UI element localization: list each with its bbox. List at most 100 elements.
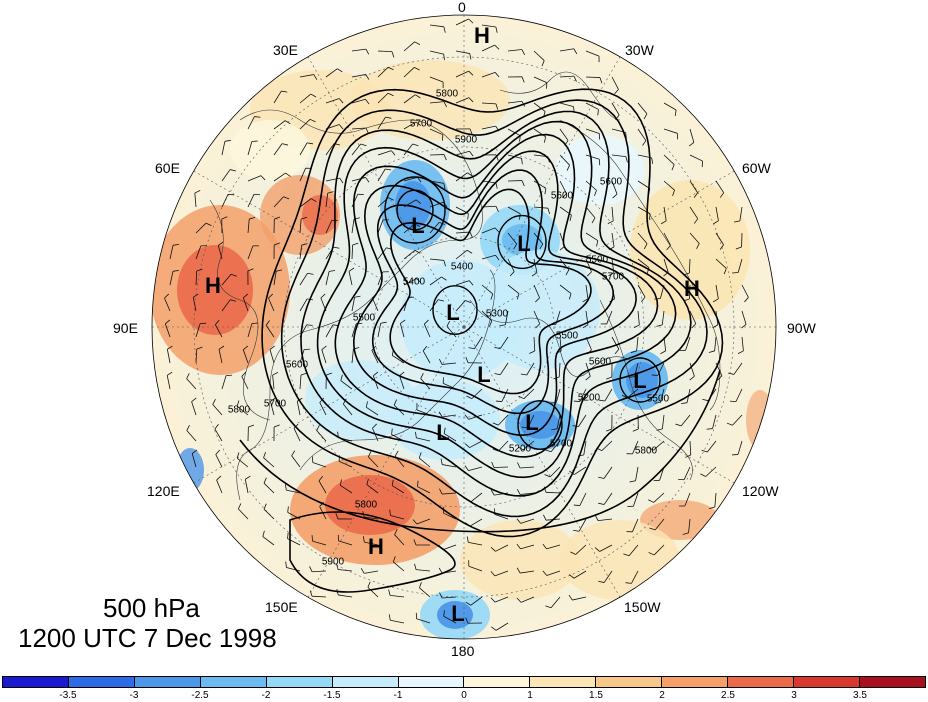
wind-barb (325, 324, 334, 338)
colorbar-segment (68, 677, 135, 687)
wind-barb (684, 492, 691, 507)
wind-barb-flag (415, 94, 421, 99)
wind-barb-flag (469, 231, 473, 238)
wind-barb (442, 596, 457, 599)
wind-barb-flag (688, 142, 695, 147)
wind-barb-flag (438, 358, 443, 365)
wind-barb (403, 176, 418, 182)
wind-barb-flag (732, 272, 739, 274)
wind-barb (559, 154, 570, 166)
wind-barb (637, 180, 651, 189)
high-pressure-label: H (205, 273, 221, 298)
wind-barb-flag (301, 243, 308, 246)
wind-barb (416, 618, 431, 624)
wind-barb-flag (310, 198, 317, 203)
wind-barb (238, 508, 249, 520)
wind-barb (216, 479, 223, 494)
wind-barb (164, 323, 171, 338)
wind-barb-flag (388, 197, 394, 201)
wind-barb (550, 440, 561, 453)
wind-barb (455, 50, 470, 54)
wind-barb-flag (270, 397, 276, 402)
wind-barb-flag (388, 614, 391, 621)
wind-barb (741, 310, 747, 325)
anomaly-patch (630, 180, 750, 320)
wind-barb (559, 75, 574, 78)
wind-barb (392, 355, 405, 364)
wind-barb-flag (229, 169, 236, 172)
wind-barb-flag (723, 268, 727, 275)
wind-barb (262, 536, 275, 546)
wind-barb-flag (245, 475, 251, 480)
contour-label: 5900 (454, 134, 478, 146)
wind-barb (442, 362, 457, 365)
wind-barb (689, 232, 700, 244)
wind-barb (191, 453, 197, 468)
wind-barb-flag (582, 324, 589, 329)
wind-barb (390, 594, 405, 598)
wind-barb (416, 437, 431, 442)
wind-barb (403, 41, 415, 52)
wind-barb-flag (310, 93, 317, 98)
wind-barb (351, 219, 355, 234)
colorbar-tick-label: -1 (393, 690, 403, 701)
wind-barb (286, 567, 301, 572)
wind-barb-flag (318, 475, 324, 482)
wind-barb (221, 299, 231, 312)
map-border (151, 14, 777, 640)
wind-barb-flag (519, 135, 521, 142)
meridian (193, 326, 465, 484)
wind-barb (339, 461, 353, 468)
wind-barb-flag (495, 255, 500, 261)
wind-barb (429, 101, 444, 104)
wind-barb (242, 349, 249, 364)
wind-barb (637, 102, 648, 115)
wind-barb-flag (417, 480, 419, 487)
wind-barb (579, 388, 587, 402)
contour-label: 5900 (321, 556, 345, 568)
wind-barb-flag (260, 175, 266, 181)
wind-barb-flag (186, 424, 190, 431)
wind-barb-flag (282, 143, 289, 146)
wind-barb (443, 512, 457, 520)
wind-barb (737, 440, 743, 455)
wind-barb-flag (414, 223, 421, 227)
wind-barb-flag (393, 399, 397, 406)
wind-barb (663, 102, 677, 111)
wind-barb (606, 310, 613, 325)
height-contour (289, 511, 456, 593)
wind-barb (351, 323, 357, 338)
wind-barb-flag (495, 206, 499, 212)
wind-barb (533, 102, 546, 112)
wind-barb-flag (215, 449, 221, 455)
wind-barb (546, 544, 561, 550)
wind-barb-flag (494, 346, 501, 350)
anomaly-patch (305, 360, 415, 440)
wind-barb (299, 219, 302, 234)
wind-barb-flag (643, 243, 648, 250)
wind-barb-flag (682, 532, 689, 535)
wind-barb (377, 50, 393, 53)
wind-barb (468, 414, 483, 420)
latitude-circle (193, 56, 735, 598)
wind-barb (550, 596, 561, 609)
wind-barb (603, 570, 613, 583)
wind-barb (507, 232, 517, 245)
anomaly-patch (390, 380, 500, 460)
wind-barb-flag (516, 293, 520, 300)
wind-barb-flag (387, 66, 394, 71)
wind-barb (533, 336, 536, 352)
wind-barb-flag (327, 191, 334, 194)
wind-barb-flag (633, 324, 640, 328)
wind-barb-flag (495, 26, 498, 33)
wind-barb-flag (513, 243, 518, 250)
wind-barb-flag (274, 242, 280, 246)
wind-barb-flag (285, 561, 287, 568)
wind-barb-flag (360, 567, 365, 574)
height-contour (334, 133, 659, 458)
wind-barb-flag (276, 269, 283, 272)
wind-barb (366, 407, 379, 416)
wind-barb (390, 515, 405, 520)
wind-barb-flag (166, 371, 173, 376)
